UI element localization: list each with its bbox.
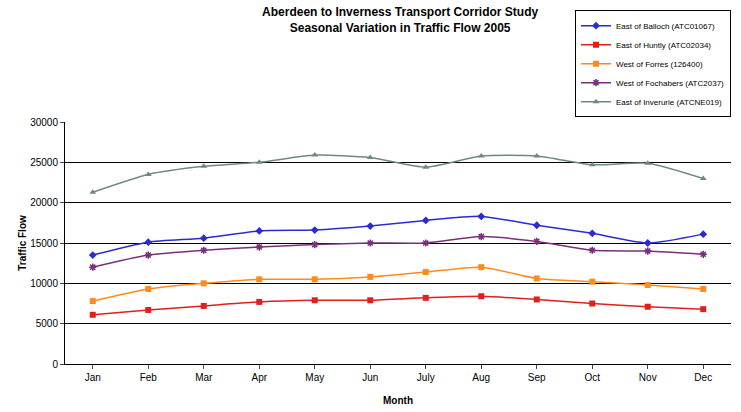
svg-text:July: July (417, 372, 435, 383)
svg-text:15000: 15000 (30, 238, 58, 249)
svg-text:20000: 20000 (30, 197, 58, 208)
svg-text:Aug: Aug (472, 372, 490, 383)
svg-text:Jan: Jan (85, 372, 101, 383)
svg-text:Jun: Jun (362, 372, 378, 383)
svg-text:East of Huntly (ATC02034): East of Huntly (ATC02034) (616, 41, 711, 50)
svg-text:West of Forres (126400): West of Forres (126400) (616, 60, 703, 69)
svg-text:Apr: Apr (251, 372, 267, 383)
svg-text:Feb: Feb (140, 372, 158, 383)
svg-text:Month: Month (383, 395, 413, 406)
svg-text:25000: 25000 (30, 157, 58, 168)
svg-text:30000: 30000 (30, 117, 58, 128)
svg-text:5000: 5000 (36, 318, 59, 329)
svg-text:Aberdeen to Inverness Transpor: Aberdeen to Inverness Transport Corridor… (262, 5, 538, 35)
svg-text:0: 0 (52, 359, 58, 370)
svg-text:West of Fochabers (ATC2037): West of Fochabers (ATC2037) (616, 79, 724, 88)
svg-text:Mar: Mar (195, 372, 213, 383)
svg-text:May: May (305, 372, 324, 383)
svg-text:East of Balloch (ATC01067): East of Balloch (ATC01067) (616, 22, 715, 31)
svg-text:East of Inverurie (ATCNE019): East of Inverurie (ATCNE019) (616, 98, 722, 107)
svg-text:Oct: Oct (584, 372, 600, 383)
svg-text:10000: 10000 (30, 278, 58, 289)
svg-text:Nov: Nov (639, 372, 657, 383)
svg-text:Sep: Sep (528, 372, 546, 383)
svg-text:Dec: Dec (694, 372, 712, 383)
svg-text:Traffic Flow: Traffic Flow (17, 215, 28, 271)
